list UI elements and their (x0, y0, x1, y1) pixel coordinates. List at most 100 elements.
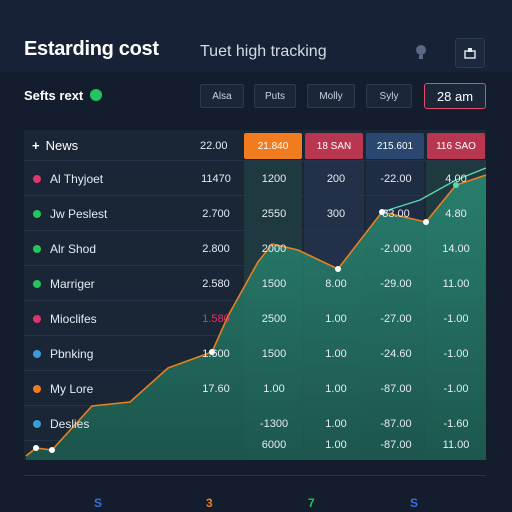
table-cell: -87.00 (380, 439, 412, 451)
table-cell: 1.580 (202, 313, 230, 325)
table-cell: 200 (326, 173, 346, 185)
search-field[interactable]: Tuet high tracking (200, 43, 327, 60)
row-divider (24, 160, 486, 161)
table-cell: 2550 (261, 208, 287, 220)
column-header-label: 18 SAN (316, 140, 352, 152)
filter-chip-4[interactable]: Syly (366, 84, 412, 108)
table-cell: 1.00 (325, 348, 347, 360)
app-title: Estarding cost (24, 38, 159, 60)
table-cell: 4.00 (445, 173, 467, 185)
table-cell: -1.00 (443, 383, 469, 395)
table-cell: 1.00 (325, 313, 347, 325)
trend-point (49, 447, 55, 453)
column-header-label: 21.840 (257, 140, 289, 152)
row-divider (24, 195, 486, 196)
filter-chip-1[interactable]: Alsa (200, 84, 244, 108)
column-header-2[interactable]: 18 SAN (305, 133, 363, 159)
table-cell: 2.800 (202, 243, 230, 255)
news-value: 22.00 (200, 140, 228, 152)
row-status-dot (33, 315, 41, 323)
news-row-label[interactable]: + News (32, 138, 78, 153)
row-label[interactable]: My Lore (50, 382, 94, 396)
column-header-1[interactable]: 21.840 (244, 133, 302, 159)
export-button[interactable] (455, 38, 485, 68)
footer-page-number[interactable]: 3 (206, 496, 213, 510)
export-icon (464, 48, 476, 59)
table-cell: -87.00 (380, 383, 412, 395)
table-cell: -29.00 (380, 278, 412, 290)
table-cell: 1.00 (263, 383, 285, 395)
row-divider (24, 230, 486, 231)
table-cell: 300 (326, 208, 346, 220)
table-cell: -27.00 (380, 313, 412, 325)
table-cell: 11.00 (442, 439, 470, 451)
table-cell: 1.00 (325, 418, 347, 430)
lightbulb-icon[interactable] (410, 40, 432, 64)
row-status-dot (33, 280, 41, 288)
table-cell: -87.00 (380, 418, 412, 430)
column-header-4[interactable]: 116 SAO (427, 133, 485, 159)
table-cell: 1.00 (325, 383, 347, 395)
row-status-dot (33, 420, 41, 428)
table-cell: -1.00 (443, 313, 469, 325)
status-indicator (90, 89, 102, 101)
row-label[interactable]: Deslies (50, 417, 90, 431)
footer-page-number[interactable]: S (410, 496, 419, 510)
row-status-dot (33, 245, 41, 253)
row-label[interactable]: Pbnking (50, 347, 94, 361)
row-label[interactable]: Mioclifes (50, 312, 97, 326)
row-status-dot (33, 385, 41, 393)
plus-icon: + (32, 138, 40, 153)
table-cell: 1500 (261, 348, 287, 360)
table-cell: -24.60 (380, 348, 412, 360)
table-cell: -22.00 (380, 173, 412, 185)
trend-point (209, 349, 215, 355)
top-bar (0, 0, 512, 72)
table-cell: 11.00 (442, 278, 470, 290)
table-cell: 2.580 (202, 278, 230, 290)
table-cell: 83.00 (382, 208, 410, 220)
news-label-text: News (45, 138, 79, 153)
time-selector[interactable]: 28 am (424, 83, 486, 109)
table-cell: 1.00 (325, 439, 347, 451)
row-label[interactable]: Jw Peslest (50, 207, 108, 221)
table-cell: 8.00 (325, 278, 347, 290)
column-header-label: 215.601 (376, 140, 414, 152)
trend-point (335, 266, 341, 272)
row-label[interactable]: Marriger (50, 277, 95, 291)
table-cell: -1300 (259, 418, 289, 430)
table-cell: 1500 (261, 278, 287, 290)
table-cell: -1.60 (443, 418, 469, 430)
table-cell: 11470 (201, 173, 231, 185)
footer-page-number[interactable]: 7 (308, 496, 315, 510)
row-status-dot (33, 350, 41, 358)
table-cell: 17.60 (202, 383, 230, 395)
section-subtitle: Sefts rext (24, 88, 84, 103)
table-cell: 6000 (261, 439, 287, 451)
column-header-3[interactable]: 215.601 (366, 133, 424, 159)
filter-chip-2[interactable]: Puts (254, 84, 296, 108)
trend-point (379, 209, 385, 215)
table-cell: 1200 (261, 173, 287, 185)
trend-line-orange (25, 174, 487, 457)
table-cell: 4.80 (445, 208, 467, 220)
trend-point (33, 445, 39, 451)
table-cell: -2.000 (380, 243, 412, 255)
trend-area (26, 175, 486, 460)
row-status-dot (33, 175, 41, 183)
table-cell: -1.00 (443, 348, 469, 360)
column-header-label: 116 SAO (436, 140, 476, 152)
row-label[interactable]: Al Thyjoet (50, 172, 104, 186)
table-cell: 2.700 (202, 208, 230, 220)
row-status-dot (33, 210, 41, 218)
table-cell: 14.00 (442, 243, 470, 255)
table-cell: 2500 (261, 313, 287, 325)
table-cell: 1.600 (202, 348, 230, 360)
trend-line-green (381, 167, 487, 213)
footer-page-number[interactable]: S (94, 496, 103, 510)
trend-point (423, 219, 429, 225)
filter-chip-3[interactable]: Molly (307, 84, 355, 108)
row-label[interactable]: Alr Shod (50, 242, 97, 256)
row-divider (24, 265, 486, 266)
